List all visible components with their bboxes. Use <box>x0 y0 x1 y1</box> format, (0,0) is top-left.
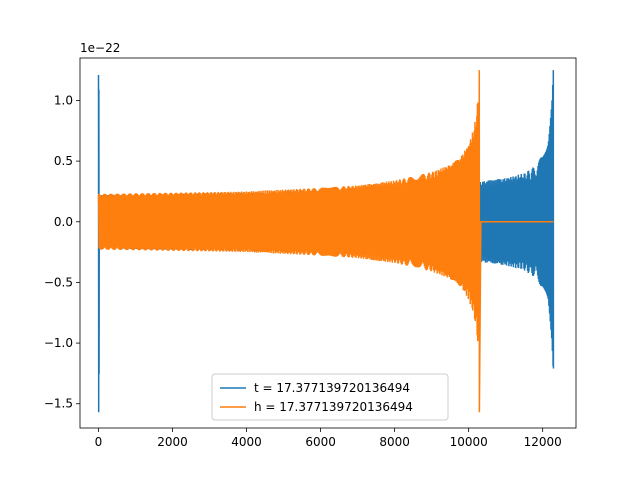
series-layer <box>97 70 555 413</box>
y-tick-label: 1.0 <box>54 93 73 107</box>
y-tick-label: 0.0 <box>54 215 73 229</box>
legend-label: t = 17.377139720136494 <box>254 381 410 395</box>
y-tick-label: 0.5 <box>54 154 73 168</box>
x-tick-label: 0 <box>95 435 103 449</box>
legend-label: h = 17.377139720136494 <box>254 400 413 414</box>
y-tick-label: −1.0 <box>44 336 73 350</box>
y-tick-label: −1.5 <box>44 397 73 411</box>
x-tick-label: 8000 <box>379 435 410 449</box>
x-axis: 0 2000 4000 6000 8000 10000 12000 <box>95 428 562 449</box>
y-offset-label: 1e−22 <box>80 41 120 55</box>
x-tick-label: 2000 <box>157 435 188 449</box>
legend-box <box>211 373 449 421</box>
y-axis: −1.5 −1.0 −0.5 0.0 0.5 1.0 <box>44 93 80 411</box>
x-tick-label: 4000 <box>231 435 262 449</box>
x-tick-label: 10000 <box>450 435 488 449</box>
legend: t = 17.377139720136494 h = 17.37713972013… <box>211 373 449 421</box>
x-tick-label: 12000 <box>524 435 562 449</box>
plot-area-frame <box>79 57 577 429</box>
series-line-h <box>97 70 554 413</box>
y-tick-label: −0.5 <box>44 275 73 289</box>
x-tick-label: 6000 <box>305 435 336 449</box>
